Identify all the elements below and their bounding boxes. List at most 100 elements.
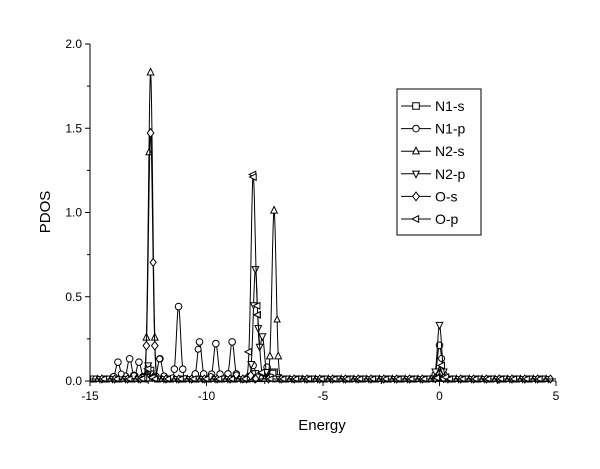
data-point (522, 375, 530, 383)
legend-item: N2-s (401, 143, 465, 159)
data-point (170, 365, 179, 373)
series-n1-p (90, 302, 556, 383)
legend-marker (412, 191, 420, 202)
data-point (445, 375, 453, 383)
data-point (342, 375, 351, 383)
data-point (145, 147, 153, 156)
data-point (114, 358, 122, 366)
data-point (435, 321, 444, 331)
legend-item: N1-p (401, 121, 466, 137)
series-line (90, 72, 556, 380)
y-tick-label: 1.5 (65, 121, 82, 135)
series-o-p (90, 170, 556, 383)
data-point (137, 374, 146, 383)
series-o-s (90, 127, 556, 384)
data-point (253, 311, 261, 319)
data-point (125, 354, 134, 363)
data-point (117, 370, 125, 378)
data-point (146, 67, 155, 76)
series-line (90, 174, 556, 380)
data-point (265, 375, 274, 383)
data-point (178, 365, 187, 373)
legend-item: N2-p (401, 166, 466, 182)
series-n2-s (90, 67, 556, 382)
data-point (256, 368, 266, 377)
data-point (142, 340, 151, 351)
data-point (304, 375, 312, 383)
data-point (273, 314, 281, 323)
data-point (394, 375, 402, 383)
data-point (470, 375, 479, 383)
legend-box (396, 88, 482, 236)
legend-marker (411, 146, 421, 155)
data-point (112, 375, 120, 383)
data-point (436, 361, 445, 370)
data-point (228, 338, 236, 346)
x-axis-title: Energy (298, 417, 346, 434)
data-point (329, 375, 338, 383)
data-point (496, 375, 505, 383)
legend-marker (411, 170, 421, 179)
data-point (124, 375, 133, 383)
data-point (291, 375, 300, 383)
data-point (252, 301, 261, 310)
data-point (174, 302, 183, 311)
data-point (243, 347, 253, 356)
data-point (269, 205, 279, 214)
data-point (201, 375, 210, 383)
data-point (227, 375, 236, 383)
legend: N1-s N1-p N2-s N2-p O-s O-p (396, 88, 482, 236)
data-point (406, 375, 415, 383)
y-tick-label: 0.0 (65, 374, 82, 388)
legend-marker (410, 214, 420, 224)
data-point (432, 374, 441, 382)
x-tick-label: 5 (553, 389, 560, 403)
legend-label: O-p (435, 211, 459, 227)
data-point (150, 340, 159, 351)
data-point (150, 375, 159, 383)
legend-item: O-p (401, 211, 459, 227)
data-point (368, 375, 376, 383)
data-point (265, 351, 274, 360)
data-point (143, 364, 152, 373)
legend-marker (412, 124, 420, 133)
data-point (146, 127, 155, 139)
data-point (156, 355, 164, 363)
data-point (458, 375, 466, 383)
data-point (534, 375, 543, 383)
series-line (90, 304, 556, 380)
data-point (258, 333, 267, 342)
data-point (240, 375, 248, 383)
data-point (509, 375, 517, 383)
data-point (176, 375, 184, 383)
data-point (278, 375, 287, 383)
legend-label: N2-p (435, 166, 466, 182)
data-point (419, 375, 428, 383)
data-point (149, 257, 157, 268)
data-point (381, 375, 389, 383)
legend-label: O-s (435, 188, 458, 204)
data-point (135, 358, 143, 366)
data-point (195, 338, 204, 346)
data-point (194, 345, 202, 353)
legend-item: N1-s (401, 98, 465, 114)
legend-marker (412, 102, 420, 110)
data-point (355, 375, 364, 383)
data-point (317, 375, 325, 383)
data-point (212, 339, 220, 348)
data-point (274, 351, 283, 360)
data-point (188, 375, 197, 383)
data-point (251, 266, 260, 275)
x-tick-label: -15 (81, 389, 99, 403)
y-tick-label: 2.0 (65, 37, 82, 51)
x-tick-label: 0 (436, 389, 443, 403)
data-point (483, 375, 492, 383)
plot-area (89, 67, 556, 384)
legend-item: O-s (401, 188, 458, 204)
legend-label: N1-p (435, 121, 466, 137)
series-n2-p (90, 266, 556, 384)
data-point (214, 375, 223, 383)
legend-label: N2-s (435, 143, 465, 159)
series-line (90, 132, 556, 380)
